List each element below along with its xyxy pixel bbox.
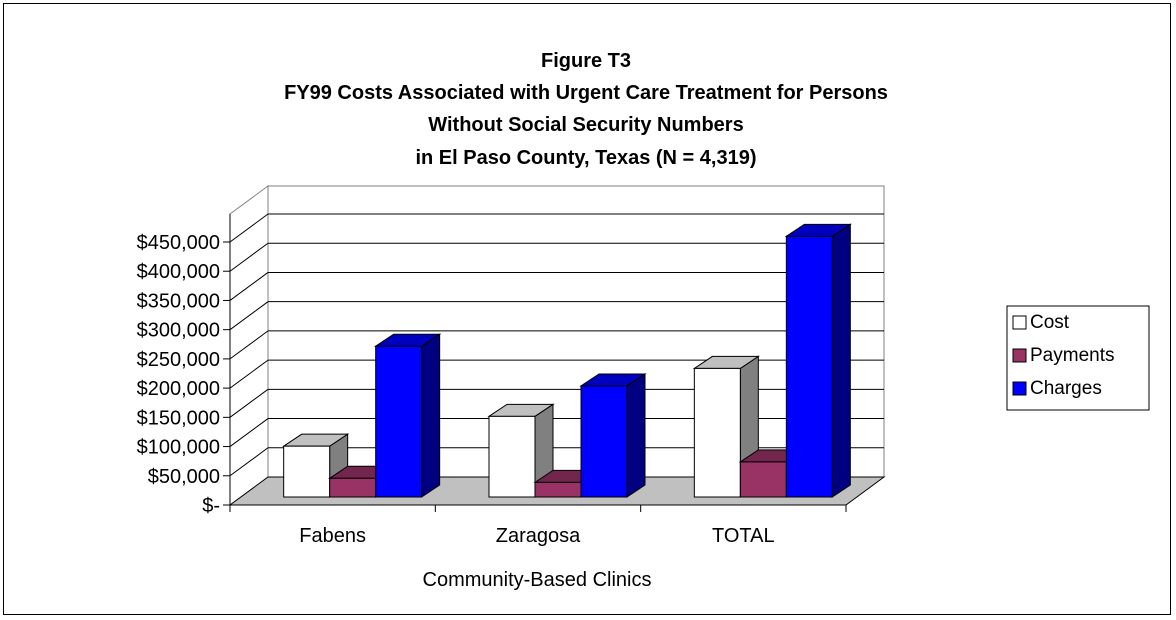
y-tick-label: $50,000 [148,466,220,488]
title-line-2: FY99 Costs Associated with Urgent Care T… [284,82,888,104]
y-tick-label: $400,000 [137,261,220,283]
bar-side [831,223,851,498]
gridline-side [229,447,269,477]
y-tick-label: $350,000 [137,290,220,312]
y-tick-label: $100,000 [137,437,220,459]
bar-front [329,477,377,498]
gridline-side [229,272,269,301]
legend: Cost Payments Charges [1006,305,1150,411]
gridline-side [229,330,269,360]
x-tick-label: Fabens [299,525,366,547]
y-tick-label: $- [202,495,220,517]
x-tick-label: TOTAL [712,525,775,547]
bar-front [283,445,331,498]
bar-front [785,235,833,498]
bar-front [375,345,423,498]
bar-front [488,415,536,498]
gridline-side [229,359,269,389]
bar-front [534,481,582,498]
bar-side [421,333,441,498]
bar-charges-fabens [374,333,442,498]
gridline-side [229,242,269,272]
gridline-side [229,418,269,447]
bar-front [580,385,628,498]
legend-label-cost: Cost [1030,312,1070,333]
bar-front [739,461,787,498]
y-tick-label: $450,000 [137,232,220,254]
legend-swatch-cost [1012,315,1027,330]
y-tick-label: $250,000 [137,349,220,371]
chart-title: Figure T3 FY99 Costs Associated with Urg… [284,50,888,169]
legend-swatch-charges [1012,381,1027,396]
bar-charges-zaragosa [579,373,647,498]
chart-frame [3,3,1171,615]
gridline-side [229,388,269,418]
gridline-side [229,301,269,331]
title-line-4: in El Paso County, Texas (N = 4,319) [415,147,756,169]
legend-box [1006,305,1150,411]
y-tick-label: $300,000 [137,320,220,342]
legend-swatch-payments [1012,348,1027,363]
gridline-side [229,213,269,243]
bar-charges-total [784,223,852,498]
x-tick-label: Zaragosa [496,525,581,547]
legend-label-charges: Charges [1030,378,1102,399]
y-tick-label: $150,000 [137,407,220,429]
plot-area: $- $50,000 $100,000 $150,000 $200,000 $250,00… [137,185,886,547]
bar-side [626,373,646,498]
y-tick-label: $200,000 [137,378,220,400]
back-wall [267,185,885,478]
title-line-1: Figure T3 [541,50,631,72]
legend-label-payments: Payments [1030,345,1114,366]
x-axis-title: Community-Based Clinics [423,569,652,591]
title-line-3: Without Social Security Numbers [428,114,743,136]
bar-front [693,367,741,498]
bar-cost-zaragosa [487,403,555,498]
